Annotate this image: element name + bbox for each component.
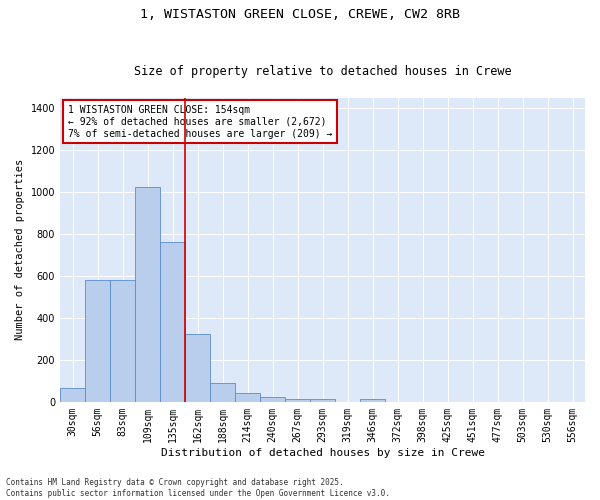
Bar — [260, 396, 285, 402]
Bar — [360, 398, 385, 402]
X-axis label: Distribution of detached houses by size in Crewe: Distribution of detached houses by size … — [161, 448, 485, 458]
Text: 1, WISTASTON GREEN CLOSE, CREWE, CW2 8RB: 1, WISTASTON GREEN CLOSE, CREWE, CW2 8RB — [140, 8, 460, 20]
Bar — [285, 398, 310, 402]
Title: Size of property relative to detached houses in Crewe: Size of property relative to detached ho… — [134, 66, 511, 78]
Bar — [185, 334, 210, 402]
Bar — [235, 394, 260, 402]
Bar — [210, 383, 235, 402]
Bar — [110, 280, 135, 402]
Bar — [135, 187, 160, 402]
Bar — [310, 398, 335, 402]
Bar — [160, 242, 185, 402]
Text: Contains HM Land Registry data © Crown copyright and database right 2025.
Contai: Contains HM Land Registry data © Crown c… — [6, 478, 390, 498]
Text: 1 WISTASTON GREEN CLOSE: 154sqm
← 92% of detached houses are smaller (2,672)
7% : 1 WISTASTON GREEN CLOSE: 154sqm ← 92% of… — [68, 106, 332, 138]
Bar — [85, 280, 110, 402]
Y-axis label: Number of detached properties: Number of detached properties — [15, 159, 25, 340]
Bar — [60, 388, 85, 402]
